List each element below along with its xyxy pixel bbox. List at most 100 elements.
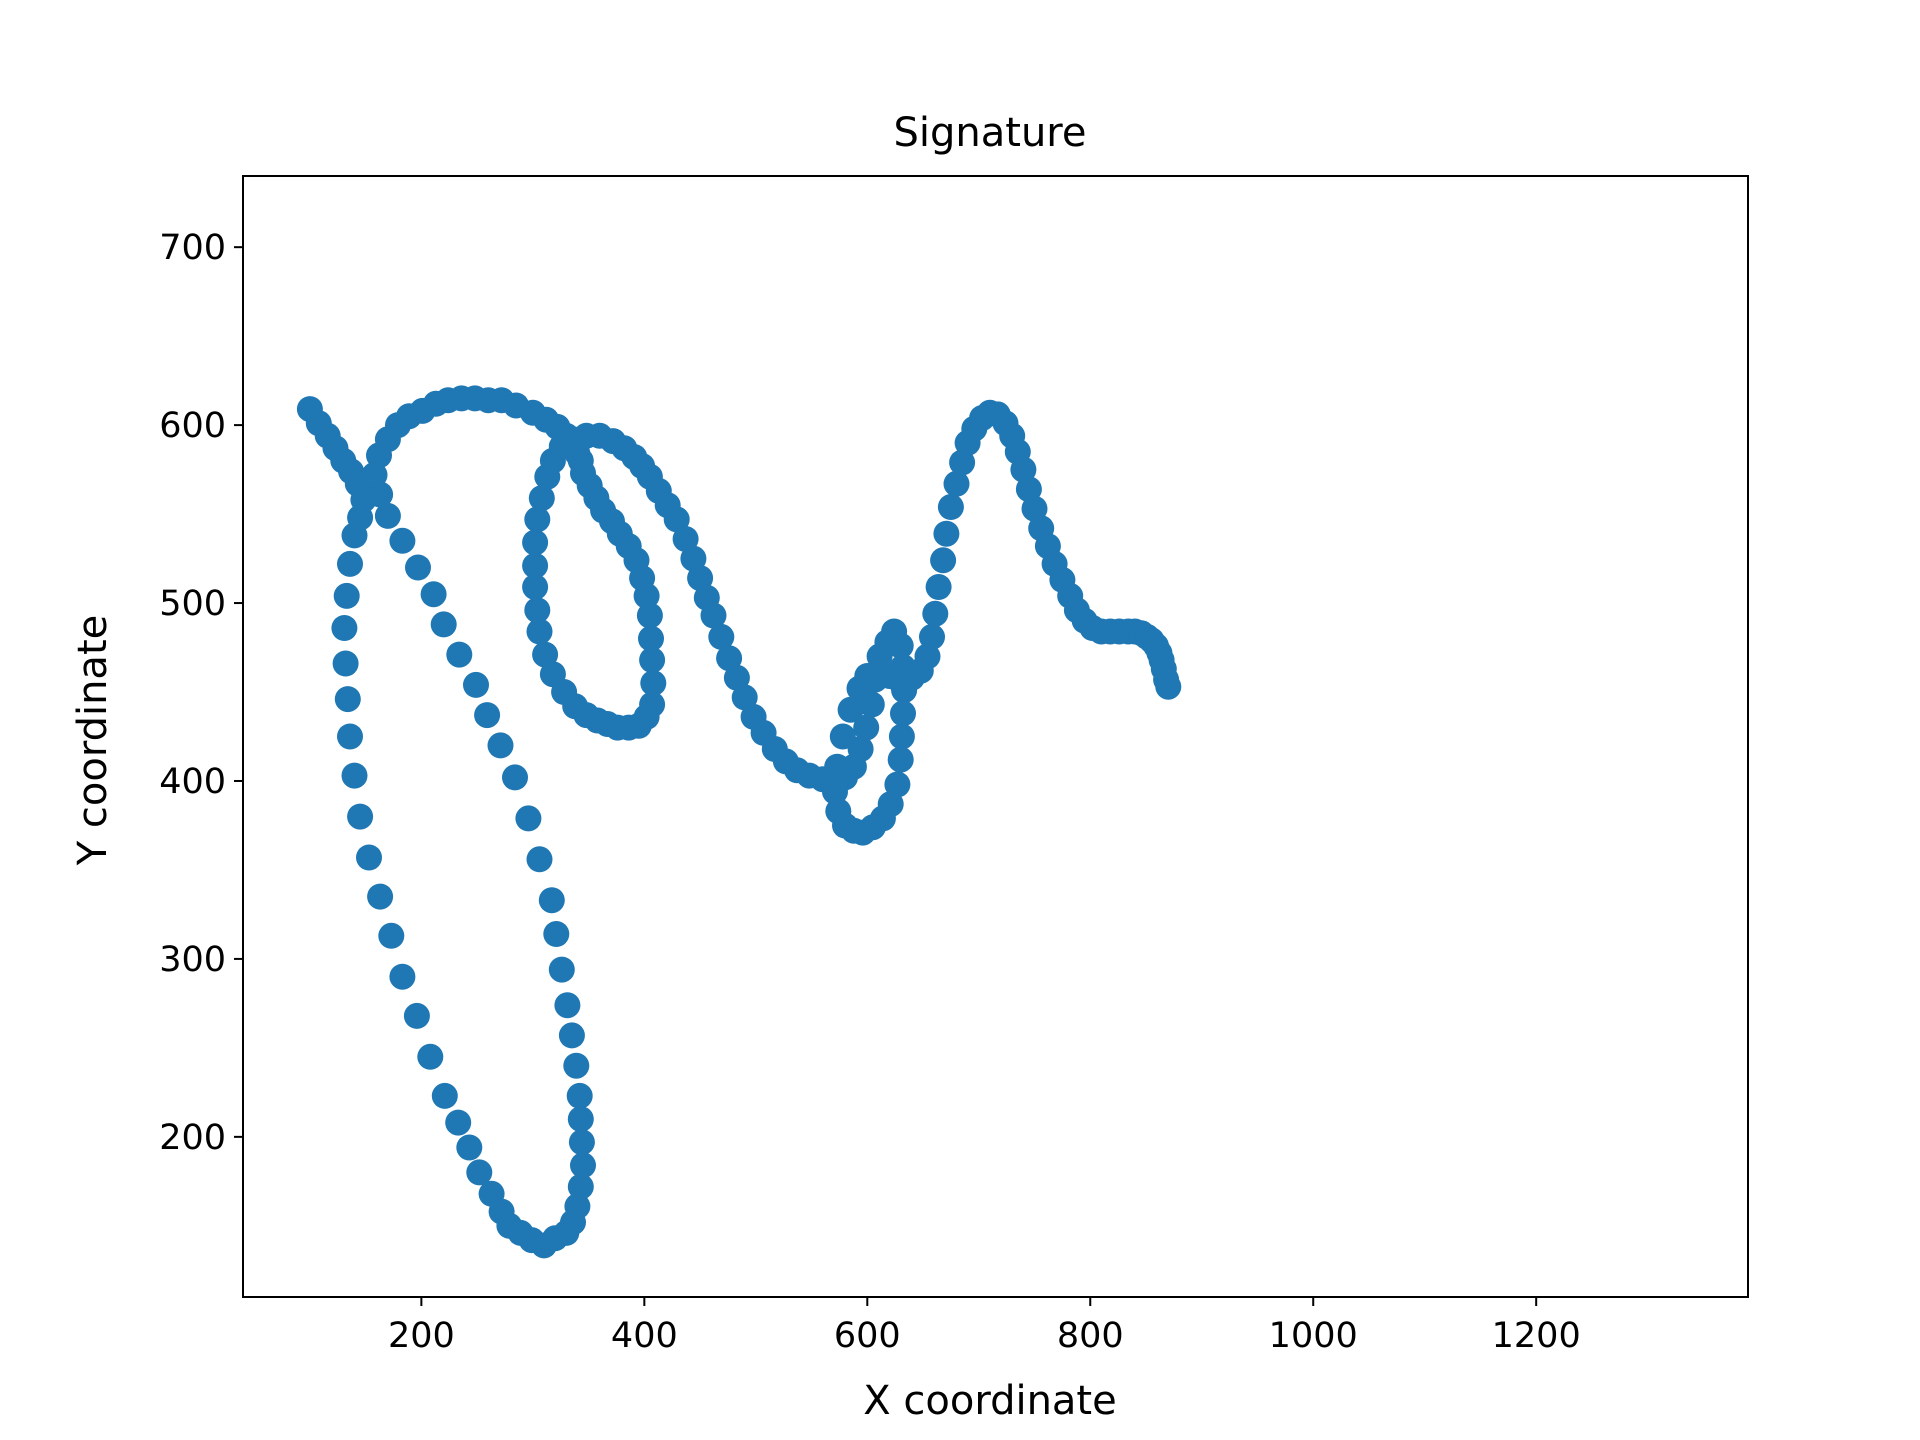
data-point-54 [463, 671, 489, 698]
data-point-24 [431, 1082, 458, 1109]
data-point-94 [639, 647, 666, 673]
data-point-16 [341, 762, 368, 789]
data-point-128 [663, 506, 690, 533]
data-point-49 [526, 846, 553, 873]
data-point-11 [333, 582, 360, 609]
data-point-45 [554, 992, 581, 1019]
data-point-131 [687, 565, 714, 592]
data-point-185 [933, 520, 960, 547]
plot-frame [242, 175, 1749, 1298]
data-point-93 [638, 625, 664, 652]
data-point-62 [361, 461, 388, 488]
data-point-158 [890, 700, 916, 727]
data-point-92 [636, 602, 663, 629]
data-point-12 [331, 615, 358, 641]
data-point-43 [563, 1052, 590, 1079]
data-point-134 [708, 623, 735, 650]
data-point-44 [558, 1022, 585, 1049]
data-point-108 [526, 618, 553, 645]
data-point-47 [543, 921, 570, 947]
chart-title: Signature [894, 110, 1087, 156]
data-point-169 [822, 778, 848, 805]
data-point-187 [943, 470, 970, 497]
data-point-37 [564, 1193, 591, 1220]
data-point-19 [367, 883, 394, 910]
data-point-13 [332, 650, 359, 677]
data-point-136 [723, 664, 750, 691]
data-point-58 [405, 554, 431, 581]
data-point-53 [474, 702, 501, 729]
data-point-197 [1010, 456, 1037, 483]
data-point-51 [502, 764, 528, 791]
data-point-135 [716, 645, 743, 672]
y-axis: 200 300 400 500 600 700 [159, 228, 243, 1158]
data-point-42 [566, 1082, 593, 1109]
data-point-20 [378, 922, 405, 949]
data-point-25 [445, 1109, 472, 1136]
data-point-61 [367, 481, 394, 508]
x-tick-label: 1200 [1492, 1316, 1581, 1356]
data-point-184 [930, 547, 957, 574]
data-point-15 [337, 723, 363, 750]
x-tick-label: 800 [1057, 1316, 1124, 1356]
data-point-137 [731, 684, 758, 711]
data-point-129 [672, 526, 699, 552]
data-point-52 [487, 732, 514, 759]
data-point-40 [568, 1129, 595, 1156]
data-point-160 [887, 746, 914, 773]
data-point-180 [914, 643, 941, 670]
data-point-183 [925, 574, 952, 600]
data-point-172 [837, 696, 864, 723]
data-point-21 [389, 963, 416, 990]
y-tick-label: 200 [159, 1118, 226, 1158]
data-points [296, 385, 1182, 1259]
data-point-110 [522, 574, 549, 600]
data-point-161 [884, 771, 911, 798]
data-point-199 [1021, 495, 1048, 522]
data-point-26 [456, 1134, 483, 1161]
data-point-18 [356, 844, 382, 871]
data-point-106 [539, 661, 566, 688]
data-point-27 [466, 1159, 493, 1186]
data-point-50 [515, 805, 542, 832]
data-point-48 [538, 887, 565, 914]
y-tick-label: 500 [159, 584, 226, 624]
data-point-198 [1015, 476, 1042, 503]
data-point-57 [420, 581, 447, 608]
data-point-17 [347, 803, 374, 830]
data-point-114 [528, 485, 555, 512]
data-point-186 [937, 494, 964, 520]
y-tick-label: 700 [159, 228, 226, 268]
x-tick-label: 1000 [1269, 1316, 1358, 1356]
data-point-39 [570, 1152, 596, 1179]
data-point-109 [524, 597, 551, 624]
data-point-9 [341, 522, 368, 549]
x-axis: 200 400 600 800 1000 1200 [388, 1297, 1581, 1356]
y-axis-label: Y coordinate [70, 615, 116, 867]
data-point-38 [567, 1173, 594, 1200]
data-point-111 [522, 552, 549, 579]
data-point-55 [446, 641, 473, 668]
x-axis-label: X coordinate [863, 1378, 1116, 1424]
y-tick-label: 300 [159, 940, 226, 980]
x-tick-label: 400 [611, 1316, 678, 1356]
data-point-113 [524, 506, 551, 533]
data-point-91 [633, 582, 660, 609]
data-point-22 [403, 1002, 430, 1029]
data-point-46 [548, 956, 575, 983]
data-point-112 [522, 529, 549, 556]
data-point-188 [949, 449, 976, 476]
data-point-221 [1155, 673, 1182, 700]
data-point-130 [680, 545, 707, 572]
data-point-181 [919, 623, 945, 650]
data-point-10 [337, 550, 363, 577]
data-point-23 [417, 1043, 444, 1070]
data-point-95 [640, 670, 667, 697]
data-point-56 [430, 611, 457, 638]
data-point-171 [829, 723, 856, 750]
data-point-168 [825, 798, 852, 825]
data-point-170 [824, 753, 851, 780]
data-point-159 [888, 723, 915, 750]
